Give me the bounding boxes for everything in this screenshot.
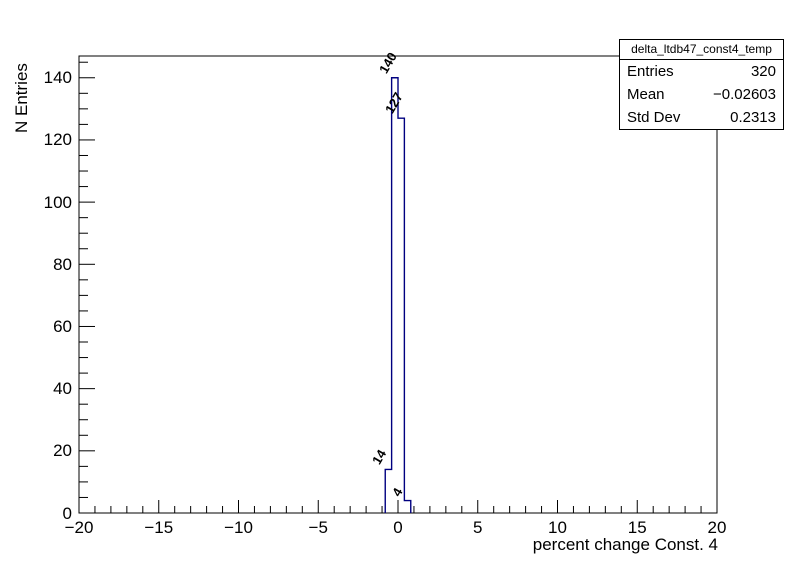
histogram-outline [384,77,412,513]
y-tick-label: 0 [62,503,72,523]
stats-row-stddev: Std Dev 0.2313 [620,106,783,129]
y-tick-label: 60 [53,316,72,336]
stats-label: Mean [627,86,665,103]
x-tick-label: −5 [308,518,328,537]
x-axis-title: percent change Const. 4 [532,535,718,554]
x-tick-label: 0 [393,518,403,537]
stats-value: 320 [750,63,776,80]
stats-label: Std Dev [627,109,681,126]
stats-label: Entries [627,63,674,80]
x-tick-label: 10 [548,518,567,537]
x-tick-label: −15 [144,518,174,537]
stats-box-title: delta_ltdb47_const4_temp [620,40,783,60]
stats-box: delta_ltdb47_const4_temp Entries 320 Mea… [619,39,784,130]
x-tick-label: −20 [64,518,94,537]
stats-value: −0.02603 [713,86,776,103]
stats-value: 0.2313 [730,109,776,126]
y-tick-label: 80 [53,254,72,274]
y-tick-label: 120 [43,130,72,150]
x-tick-label: 15 [627,518,647,537]
x-tick-label: −10 [224,518,253,537]
stats-row-entries: Entries 320 [620,60,783,83]
y-tick-label: 100 [43,192,72,212]
x-tick-label: 5 [473,518,483,537]
stats-row-mean: Mean −0.02603 [620,83,783,106]
y-tick-label: 40 [53,379,72,399]
y-axis-title: N Entries [12,63,31,133]
y-tick-label: 20 [53,441,72,461]
y-tick-label: 140 [43,68,72,88]
x-tick-label: 20 [707,518,727,537]
